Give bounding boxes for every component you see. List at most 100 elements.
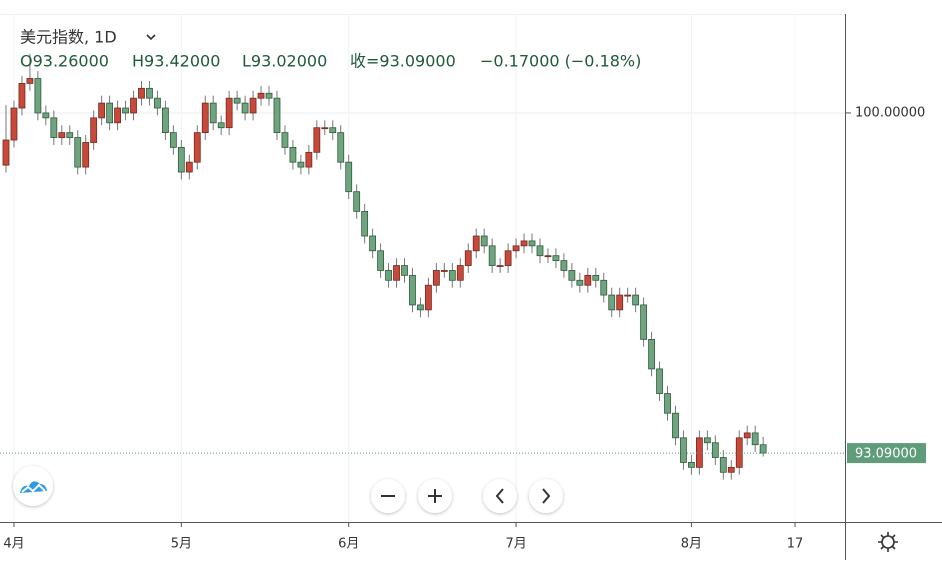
candle-body xyxy=(680,437,687,463)
candle-body xyxy=(26,78,34,84)
candle-body xyxy=(154,97,161,109)
button-circle[interactable] xyxy=(483,479,517,513)
scroll-right-button[interactable] xyxy=(529,479,563,513)
candle-body xyxy=(656,368,663,394)
candle-body xyxy=(425,284,432,311)
ohlc-close: 收=93.09000 xyxy=(350,52,456,71)
candle-body xyxy=(480,235,488,247)
candle-body xyxy=(257,92,265,99)
candle-body xyxy=(632,294,640,306)
button-circle[interactable] xyxy=(529,479,563,513)
x-tick-label: 8月 xyxy=(681,537,702,552)
settings-button[interactable] xyxy=(878,532,898,552)
candle-body xyxy=(600,279,608,296)
candle-body xyxy=(265,92,273,99)
last-price-tag xyxy=(847,443,926,464)
candle-body xyxy=(385,270,392,281)
candle-body xyxy=(417,304,424,311)
scroll-left-button[interactable] xyxy=(483,479,517,513)
candle-body xyxy=(66,132,74,138)
zoom-in-button[interactable] xyxy=(418,479,452,513)
left-icon xyxy=(495,488,504,504)
candle-body xyxy=(146,87,153,99)
zoom-out-button[interactable] xyxy=(371,479,405,513)
candle-body xyxy=(735,437,743,468)
candle-body xyxy=(369,235,377,252)
candle-body xyxy=(305,151,313,168)
candle-body xyxy=(743,432,751,439)
candle-body xyxy=(98,102,106,119)
candle-body xyxy=(289,146,297,163)
candle-body xyxy=(2,139,10,166)
y-tick-label: 100.00000 xyxy=(855,105,925,120)
candle-body xyxy=(209,102,217,124)
title-chevron[interactable] xyxy=(146,34,156,41)
candle-body xyxy=(759,444,767,454)
candle-body xyxy=(114,107,121,124)
candle-body xyxy=(90,117,98,143)
candle-body xyxy=(138,87,145,99)
candle-body xyxy=(640,304,647,340)
candle-body xyxy=(456,265,464,281)
chart-title: 美元指数, 1D xyxy=(20,28,117,47)
candle-body xyxy=(50,117,58,138)
candle-body xyxy=(177,146,185,173)
candle-body xyxy=(313,127,321,153)
candle-body xyxy=(703,437,711,444)
grid xyxy=(0,14,851,522)
candle-body xyxy=(719,457,727,473)
candle-body xyxy=(106,102,114,124)
candle-body xyxy=(185,161,193,173)
ohlc-header: O93.26000 H93.42000 L93.02000 收=93.09000… xyxy=(20,52,641,71)
candle-body xyxy=(624,294,632,297)
x-tick-label: 7月 xyxy=(505,537,526,552)
candle-body xyxy=(225,97,233,129)
candle-body xyxy=(727,466,735,473)
candle-body xyxy=(329,127,337,134)
candle-body xyxy=(10,107,18,141)
candle-body xyxy=(592,274,600,281)
candle-body xyxy=(241,102,249,114)
ohlc-low: L93.02000 xyxy=(242,52,327,71)
candle-body xyxy=(664,393,671,414)
logo[interactable] xyxy=(13,466,53,506)
candle-body xyxy=(576,279,584,286)
candle-body xyxy=(201,102,209,134)
candle-body xyxy=(464,250,472,266)
ohlc-high: H93.42000 xyxy=(132,52,220,71)
candle-body xyxy=(353,191,361,212)
candle-body xyxy=(520,240,528,247)
candle-body xyxy=(536,245,544,257)
candle-body xyxy=(42,112,50,119)
candle-body xyxy=(528,240,536,247)
candle-body xyxy=(409,274,416,306)
ohlc-change: −0.17000 (−0.18%) xyxy=(480,52,641,71)
candle-body xyxy=(472,235,480,252)
candle-body xyxy=(688,462,695,468)
last-price-label: 93.09000 xyxy=(855,447,917,462)
candle-body xyxy=(217,122,225,129)
candle-body xyxy=(496,265,504,267)
candle-body xyxy=(608,294,616,311)
candles xyxy=(2,53,767,480)
candle-body xyxy=(281,132,289,148)
ohlc-open: O93.26000 xyxy=(20,52,109,71)
logo-zigzag xyxy=(21,483,46,493)
candle-body xyxy=(552,255,560,262)
candle-body xyxy=(440,270,448,272)
candle-body xyxy=(560,260,568,271)
candle-body xyxy=(345,161,353,193)
candle-body xyxy=(504,250,512,266)
candle-body xyxy=(512,245,520,252)
candle-body xyxy=(161,107,169,134)
candle-body xyxy=(273,97,281,134)
candle-body xyxy=(672,412,679,439)
x-tick-label: 6月 xyxy=(338,537,359,552)
x-tick-label: 4月 xyxy=(3,537,24,552)
candle-body xyxy=(711,442,719,458)
candle-body xyxy=(34,78,42,114)
candle-body xyxy=(169,132,177,148)
candle-body xyxy=(377,250,384,271)
plus-icon xyxy=(428,489,442,503)
candle-body xyxy=(361,210,369,237)
